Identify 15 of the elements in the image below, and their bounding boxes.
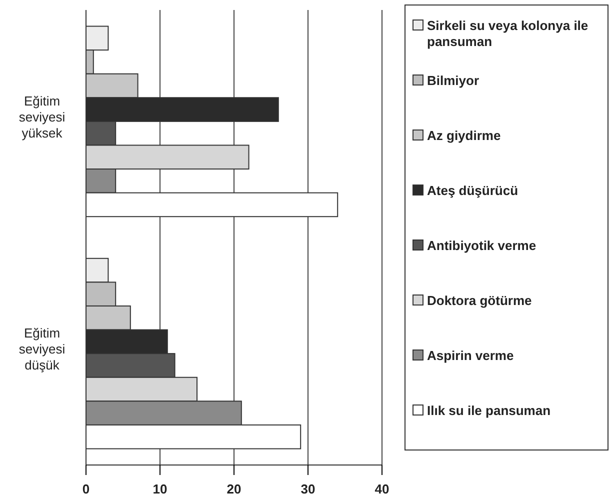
x-tick-label: 20 — [226, 482, 242, 497]
legend-label: Ateş düşürücü — [427, 183, 518, 198]
legend-label: Antibiyotik verme — [427, 238, 536, 253]
y-tick-label: Eğitim seviyesi düşük — [18, 326, 66, 373]
x-tick-label: 30 — [300, 482, 316, 497]
x-tick-label: 0 — [82, 482, 90, 497]
x-tick-label: 10 — [152, 482, 168, 497]
y-tick-label: Eğitim seviyesi yüksek — [18, 93, 66, 140]
legend-label: Doktora götürme — [427, 293, 532, 308]
legend-label: Ilık su ile pansuman — [427, 403, 551, 418]
legend-label: Aspirin verme — [427, 348, 514, 363]
legend-label: Bilmiyor — [427, 73, 480, 88]
x-tick-label: 40 — [374, 482, 390, 497]
legend-label: Az giydirme — [427, 128, 501, 143]
legend-label: Sirkeli su veya kolonya ile pansuman — [427, 18, 588, 49]
